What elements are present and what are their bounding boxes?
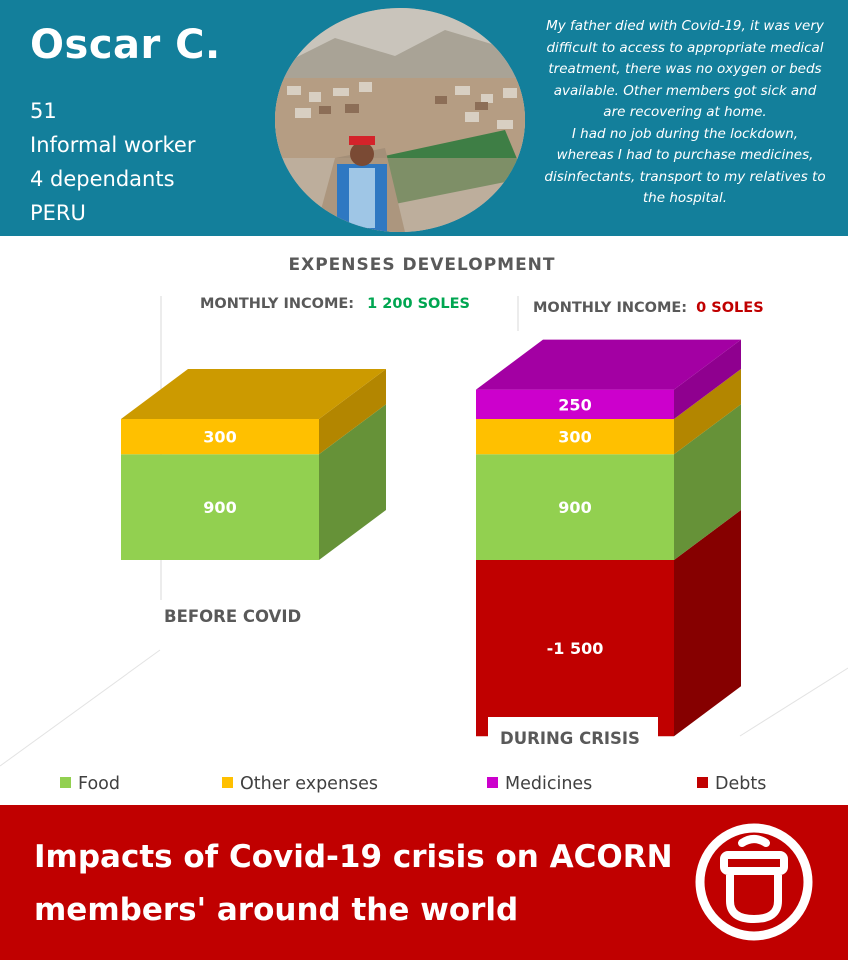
bar-top-medicines [476,339,741,390]
category-label-box [488,717,658,751]
legend-swatch [60,777,71,788]
legend-item-food: Food [60,774,120,794]
legend-swatch [487,777,498,788]
legend-item-other-expenses: Other expenses [222,774,378,794]
floor-line [739,667,848,737]
legend-label: Debts [715,774,766,794]
profile-occupation: Informal worker [30,133,196,157]
data-label-other-expenses: 300 [203,428,236,447]
data-label-food: 900 [558,498,591,517]
bar-side-food [674,404,741,560]
chart-bars: 900 300 -1 500 900 300 250 [121,339,741,737]
legend-label: Medicines [505,774,592,794]
income-during-value: 0 SOLES [696,300,764,316]
bar-top-other-expenses [121,369,386,419]
category-labels: BEFORE COVID DURING CRISIS [164,607,658,751]
legend-label: Food [78,774,120,794]
quote-line: My father died with Covid-19, it was ver… [546,18,824,34]
profile-photo-illustration [275,8,525,232]
testimony-quote: My father died with Covid-19, it was ver… [532,16,838,210]
data-label-debts: -1 500 [547,639,604,658]
footer-title-line: Impacts of Covid-19 crisis on ACORN [34,839,673,875]
legend-item-debts: Debts [697,774,766,794]
profile-dependants: 4 dependants [30,167,175,191]
quote-line: whereas I had to purchase medicines, [556,147,814,163]
expenses-chart: 900 300 -1 500 900 300 250 EXPENSES DEVELOPME… [0,255,848,794]
profile-photo [275,8,525,232]
svg-text:MONTHLY INCOME: 0 SOLES: MONTHLY INCOME: 0 SOLES [533,300,764,316]
income-before-label: MONTHLY INCOME: [200,296,354,312]
profile-header: Oscar C. 51 Informal worker 4 dependants… [0,0,848,236]
quote-line: disinfectants, transport to my relatives… [544,168,826,185]
bar-segment-medicines [476,389,674,419]
chart-legend: Food Other expenses Medicines Debts [60,774,766,794]
category-label: BEFORE COVID [164,607,301,626]
footer-title-line: members' around the world [34,892,519,928]
bar-segment-food [121,454,319,560]
quote-line: available. Other members got sick and [553,82,817,99]
bar-segment-debts [476,560,674,737]
bar-segment-food [476,454,674,560]
quote-line: are recovering at home. [603,104,767,120]
floor-line [0,649,161,767]
category-label: DURING CRISIS [500,729,640,748]
data-label-food: 900 [203,498,236,517]
quote-line: I had no job during the lockdown, [571,125,799,142]
income-during: MONTHLY INCOME: 0 SOLES [533,300,764,316]
legend-label: Other expenses [240,774,378,794]
bar-segment-other-expenses [476,419,674,455]
legend-swatch [222,777,233,788]
legend-item-medicines: Medicines [487,774,592,794]
bar-side-debts [674,510,741,737]
bar-before-covid: 900 300 [121,369,386,560]
svg-text:MONTHLY INCOME: 1 200 SO: MONTHLY INCOME: 1 200 SOLES [200,296,470,312]
legend-swatch [697,777,708,788]
quote-line: treatment, there was no oxygen or beds [548,61,822,77]
footer-title: Impacts of Covid-19 crisis on ACORN memb… [34,831,674,937]
acorn-logo-icon [695,823,813,941]
bar-segment-other-expenses [121,419,319,455]
income-during-label: MONTHLY INCOME: [533,300,687,316]
quote-line: difficult to access to appropriate medic… [546,39,824,56]
profile-name: Oscar C. [30,22,221,68]
income-before-value: 1 200 SOLES [367,296,470,312]
bar-side-medicines [674,339,741,419]
bar-side-food [319,404,386,560]
quote-line: the hospital. [642,190,728,206]
data-label-medicines: 250 [558,395,591,414]
bar-side-other-expenses [674,369,741,455]
profile-details: 51 Informal worker 4 dependants PERU [30,94,195,230]
chart-title: EXPENSES DEVELOPMENT [288,255,555,275]
footer-banner: Impacts of Covid-19 crisis on ACORN memb… [0,805,848,960]
bar-side-other-expenses [319,369,386,455]
profile-age: 51 [30,99,57,123]
income-before: MONTHLY INCOME: 1 200 SOLES [200,296,470,312]
data-label-other-expenses: 300 [558,428,591,447]
profile-country: PERU [30,201,86,225]
bar-during-crisis: -1 500 900 300 250 [476,339,741,737]
